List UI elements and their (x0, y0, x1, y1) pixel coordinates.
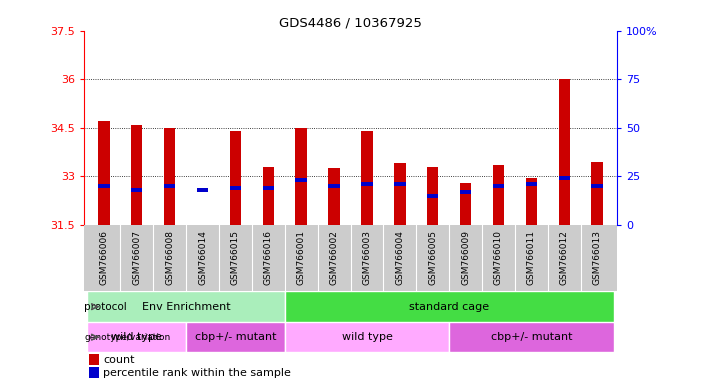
Bar (131, 188, 142, 192)
Bar (88, 291, 285, 322)
Text: standard cage: standard cage (409, 302, 489, 312)
Bar (526, 182, 537, 186)
Text: GSM766014: GSM766014 (198, 230, 207, 285)
Bar (427, 194, 438, 198)
Text: GSM766009: GSM766009 (461, 230, 470, 285)
Bar (285, 291, 613, 322)
Text: percentile rank within the sample: percentile rank within the sample (103, 367, 291, 378)
Bar (328, 168, 340, 225)
Text: cbp+/- mutant: cbp+/- mutant (195, 332, 276, 342)
Bar (592, 184, 603, 188)
Bar (230, 186, 241, 190)
Bar (98, 184, 109, 188)
Text: protocol: protocol (84, 302, 127, 312)
Bar (230, 131, 241, 225)
Text: GSM766012: GSM766012 (560, 230, 569, 285)
Text: GSM766011: GSM766011 (527, 230, 536, 285)
Bar (493, 165, 504, 225)
Text: GSM766004: GSM766004 (395, 230, 404, 285)
Bar (460, 190, 471, 194)
Text: GSM766001: GSM766001 (297, 230, 306, 285)
Bar (295, 178, 307, 182)
Bar (592, 162, 603, 225)
Bar (427, 167, 438, 225)
Text: GSM766010: GSM766010 (494, 230, 503, 285)
Text: count: count (103, 355, 135, 365)
Bar (197, 188, 208, 192)
Bar (90, 354, 99, 365)
Bar (295, 128, 307, 225)
Bar (186, 322, 285, 353)
Text: GSM766002: GSM766002 (329, 230, 339, 285)
Bar (285, 322, 449, 353)
Text: cbp+/- mutant: cbp+/- mutant (491, 332, 572, 342)
Text: GSM766016: GSM766016 (264, 230, 273, 285)
Bar (328, 184, 340, 188)
Text: GSM766005: GSM766005 (428, 230, 437, 285)
Text: wild type: wild type (111, 332, 162, 342)
Text: GSM766006: GSM766006 (100, 230, 109, 285)
Bar (98, 121, 109, 225)
Text: Env Enrichment: Env Enrichment (142, 302, 231, 312)
Text: GSM766015: GSM766015 (231, 230, 240, 285)
Bar (131, 124, 142, 225)
Text: GSM766007: GSM766007 (132, 230, 141, 285)
Bar (449, 322, 613, 353)
Bar (394, 163, 406, 225)
Bar (197, 225, 208, 238)
Bar (361, 182, 373, 186)
Text: GSM766003: GSM766003 (362, 230, 372, 285)
Bar (559, 176, 570, 180)
Bar (394, 182, 406, 186)
Text: GSM766008: GSM766008 (165, 230, 174, 285)
Bar (90, 367, 99, 378)
Bar (263, 167, 274, 225)
Bar (88, 322, 186, 353)
Bar (493, 184, 504, 188)
Text: genotype/variation: genotype/variation (84, 333, 170, 342)
Bar (559, 79, 570, 225)
Bar (460, 183, 471, 225)
Title: GDS4486 / 10367925: GDS4486 / 10367925 (279, 17, 422, 30)
Bar (526, 178, 537, 225)
Bar (164, 184, 175, 188)
Text: GSM766013: GSM766013 (592, 230, 601, 285)
Bar (263, 186, 274, 190)
Bar (361, 131, 373, 225)
Bar (164, 128, 175, 225)
Text: wild type: wild type (341, 332, 393, 342)
